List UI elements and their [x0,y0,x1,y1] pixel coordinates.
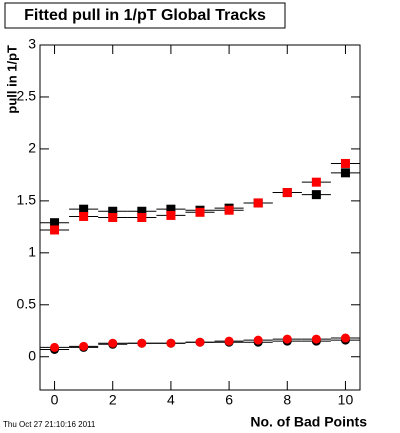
marker [137,338,147,348]
x-tick-label: 4 [167,392,175,408]
title-box [4,2,286,29]
marker [282,188,292,198]
marker [166,204,176,214]
marker [79,341,89,351]
marker [108,213,118,222]
marker [79,204,89,214]
marker [224,205,234,215]
x-tick-label: 0 [51,392,59,408]
x-tick-label: 6 [225,392,233,408]
marker [195,337,205,347]
y-tick-label: 1 [28,244,36,260]
marker [282,334,292,344]
marker [108,338,118,348]
marker [340,158,350,168]
marker [137,213,147,222]
x-axis-label: No. of Bad Points [250,414,367,430]
marker [50,225,60,235]
marker [340,168,350,178]
marker [108,206,118,216]
marker [50,342,60,352]
marker [253,198,263,208]
chart-title: Fitted pull in 1/pT Global Tracks [24,7,266,24]
y-tick-label: 0.5 [17,295,37,311]
marker [166,210,176,220]
marker [137,206,147,216]
marker [311,190,321,200]
x-tick-label: 8 [283,392,291,408]
marker [224,336,234,346]
marker [311,334,321,344]
y-tick-label: 2 [28,140,36,156]
y-tick-label: 2.5 [17,88,37,104]
x-tick-label: 2 [109,392,117,408]
y-axis-label: pull in 1/pT [4,45,19,114]
marker [50,218,60,228]
y-tick-label: 3 [28,36,36,52]
marker [195,207,205,217]
marker [79,211,89,221]
marker [253,335,263,345]
y-tick-label: 0 [28,347,36,363]
timestamp: Thu Oct 27 21:10:16 2011 [3,420,96,429]
marker [311,177,321,187]
frame [39,44,361,391]
marker [340,333,350,343]
x-tick-label: 10 [338,392,354,408]
y-tick-label: 1.5 [17,192,37,208]
marker [166,338,176,348]
